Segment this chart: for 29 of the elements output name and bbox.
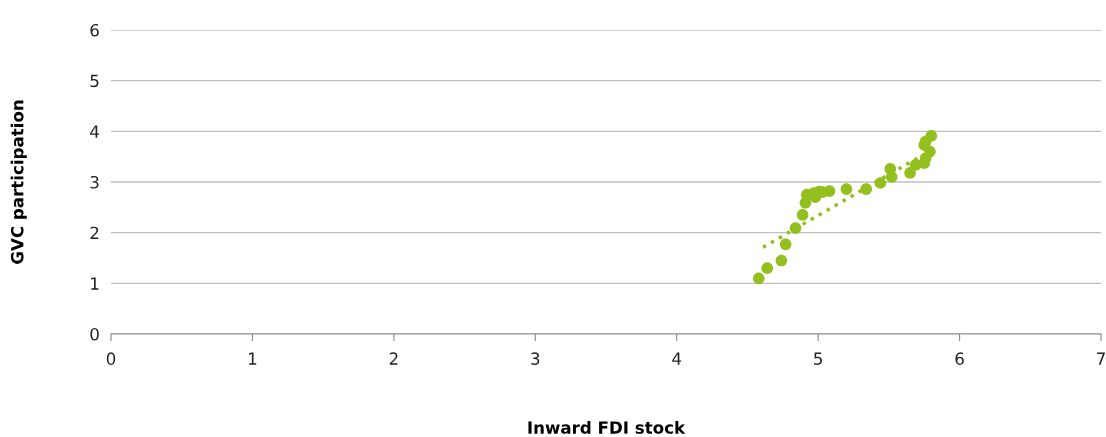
x-axis-title: Inward FDI stock (528, 420, 686, 434)
y-tick-label: 2 (90, 226, 99, 239)
y-tick-label: 3 (90, 175, 99, 189)
point (925, 130, 938, 142)
point (796, 209, 809, 221)
x-tick-label: 5 (814, 352, 822, 365)
point (761, 262, 774, 274)
point (840, 183, 853, 195)
y-tick-label: 4 (90, 125, 99, 138)
x-tick-label: 0 (106, 352, 116, 365)
x-tick-label: 4 (672, 352, 682, 365)
y-tick-label: 1 (91, 277, 99, 290)
x-tick-label: 6 (955, 352, 964, 365)
point (885, 171, 898, 183)
point (860, 183, 873, 195)
y-tick-label: 5 (90, 74, 99, 88)
y-tick-label: 6 (90, 23, 99, 37)
point (789, 222, 802, 234)
y-axis-title: GVC participation (10, 100, 27, 264)
point (779, 238, 792, 251)
x-tick-label: 3 (531, 352, 540, 365)
y-tick-label: 0 (90, 327, 99, 341)
x-tick-label: 1 (248, 352, 257, 365)
point (752, 272, 765, 285)
point (874, 177, 887, 189)
point (775, 254, 788, 267)
x-tick-label: 2 (389, 352, 398, 365)
point (904, 167, 916, 179)
x-tick-label: 7 (1097, 352, 1105, 365)
